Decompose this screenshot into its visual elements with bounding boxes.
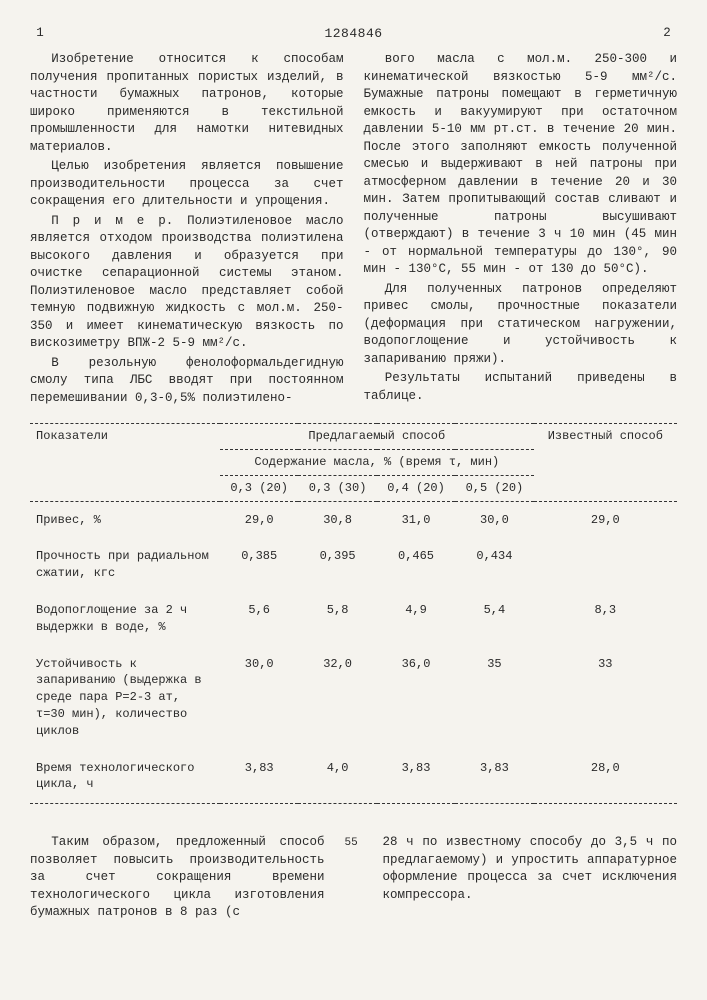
line-number-55: 55 (345, 834, 363, 924)
table-header-content: Содержание масла, % (время τ, мин) (220, 449, 534, 475)
paragraph: вого масла с мол.м. 250-300 и кинематиче… (364, 51, 678, 279)
table-col: 0,4 (20) (377, 475, 455, 501)
page-header: 1 1284846 2 (30, 25, 677, 43)
row-label: Водопоглощение за 2 ч выдержки в воде, % (30, 592, 220, 646)
cell: 3,83 (220, 750, 298, 804)
bottom-left: Таким образом, предложенный способ позво… (30, 834, 325, 924)
paragraph: П р и м е р. Полиэтиленовое масло являет… (30, 213, 344, 353)
cell: 30,8 (298, 501, 376, 538)
table-row: Время технологического цикла, ч 3,83 4,0… (30, 750, 677, 804)
cell: 0,385 (220, 538, 298, 592)
paragraph: Таким образом, предложенный способ позво… (30, 834, 325, 922)
row-label: Привес, % (30, 501, 220, 538)
cell: 4,0 (298, 750, 376, 804)
table-row: Привес, % 29,0 30,8 31,0 30,0 29,0 (30, 501, 677, 538)
row-label: Устойчивость к запариванию (выдержка в с… (30, 646, 220, 750)
cell: 8,3 (534, 592, 677, 646)
table-row: Устойчивость к запариванию (выдержка в с… (30, 646, 677, 750)
paragraph: Изобретение относится к способам получен… (30, 51, 344, 156)
cell: 4,9 (377, 592, 455, 646)
cell: 0,395 (298, 538, 376, 592)
cell: 29,0 (534, 501, 677, 538)
bottom-right: 28 ч по известному способу до 3,5 ч по п… (383, 834, 678, 924)
paragraph: Результаты испытаний приведены в таблице… (364, 370, 678, 405)
table-row: Прочность при радиальном сжатии, кгс 0,3… (30, 538, 677, 592)
row-label: Прочность при радиальном сжатии, кгс (30, 538, 220, 592)
cell: 5,8 (298, 592, 376, 646)
table-header-method: Предлагаемый способ (220, 424, 534, 450)
cell: 28,0 (534, 750, 677, 804)
paragraph: Целью изобретения является повышение про… (30, 158, 344, 211)
cell: 0,434 (455, 538, 533, 592)
cell: 29,0 (220, 501, 298, 538)
paragraph: Для полученных патронов определяют приве… (364, 281, 678, 369)
cell (534, 538, 677, 592)
cell: 35 (455, 646, 533, 750)
cell: 3,83 (455, 750, 533, 804)
cell: 36,0 (377, 646, 455, 750)
table-col: 0,3 (30) (298, 475, 376, 501)
cell: 3,83 (377, 750, 455, 804)
column-left: Изобретение относится к способам получен… (30, 51, 344, 409)
cell: 33 (534, 646, 677, 750)
table-col: 0,3 (20) (220, 475, 298, 501)
cell: 5,6 (220, 592, 298, 646)
cell: 5,4 (455, 592, 533, 646)
paragraph: 28 ч по известному способу до 3,5 ч по п… (383, 834, 678, 904)
results-table: Показатели Предлагаемый способ Известный… (30, 423, 677, 804)
table-row: Водопоглощение за 2 ч выдержки в воде, %… (30, 592, 677, 646)
cell: 30,0 (455, 501, 533, 538)
cell: 32,0 (298, 646, 376, 750)
bottom-columns: Таким образом, предложенный способ позво… (30, 834, 677, 924)
page-number-right: 2 (657, 25, 677, 43)
page-number-left: 1 (30, 25, 50, 43)
text-columns: Изобретение относится к способам получен… (30, 51, 677, 409)
table-header-indicators: Показатели (30, 424, 220, 501)
document-number: 1284846 (324, 25, 382, 43)
cell: 31,0 (377, 501, 455, 538)
cell: 30,0 (220, 646, 298, 750)
row-label: Время технологического цикла, ч (30, 750, 220, 804)
cell: 0,465 (377, 538, 455, 592)
table-col: 0,5 (20) (455, 475, 533, 501)
table-header-known: Известный способ (534, 424, 677, 501)
paragraph: В резольную фенолоформальдегидную смолу … (30, 355, 344, 408)
column-right: вого масла с мол.м. 250-300 и кинематиче… (364, 51, 678, 409)
